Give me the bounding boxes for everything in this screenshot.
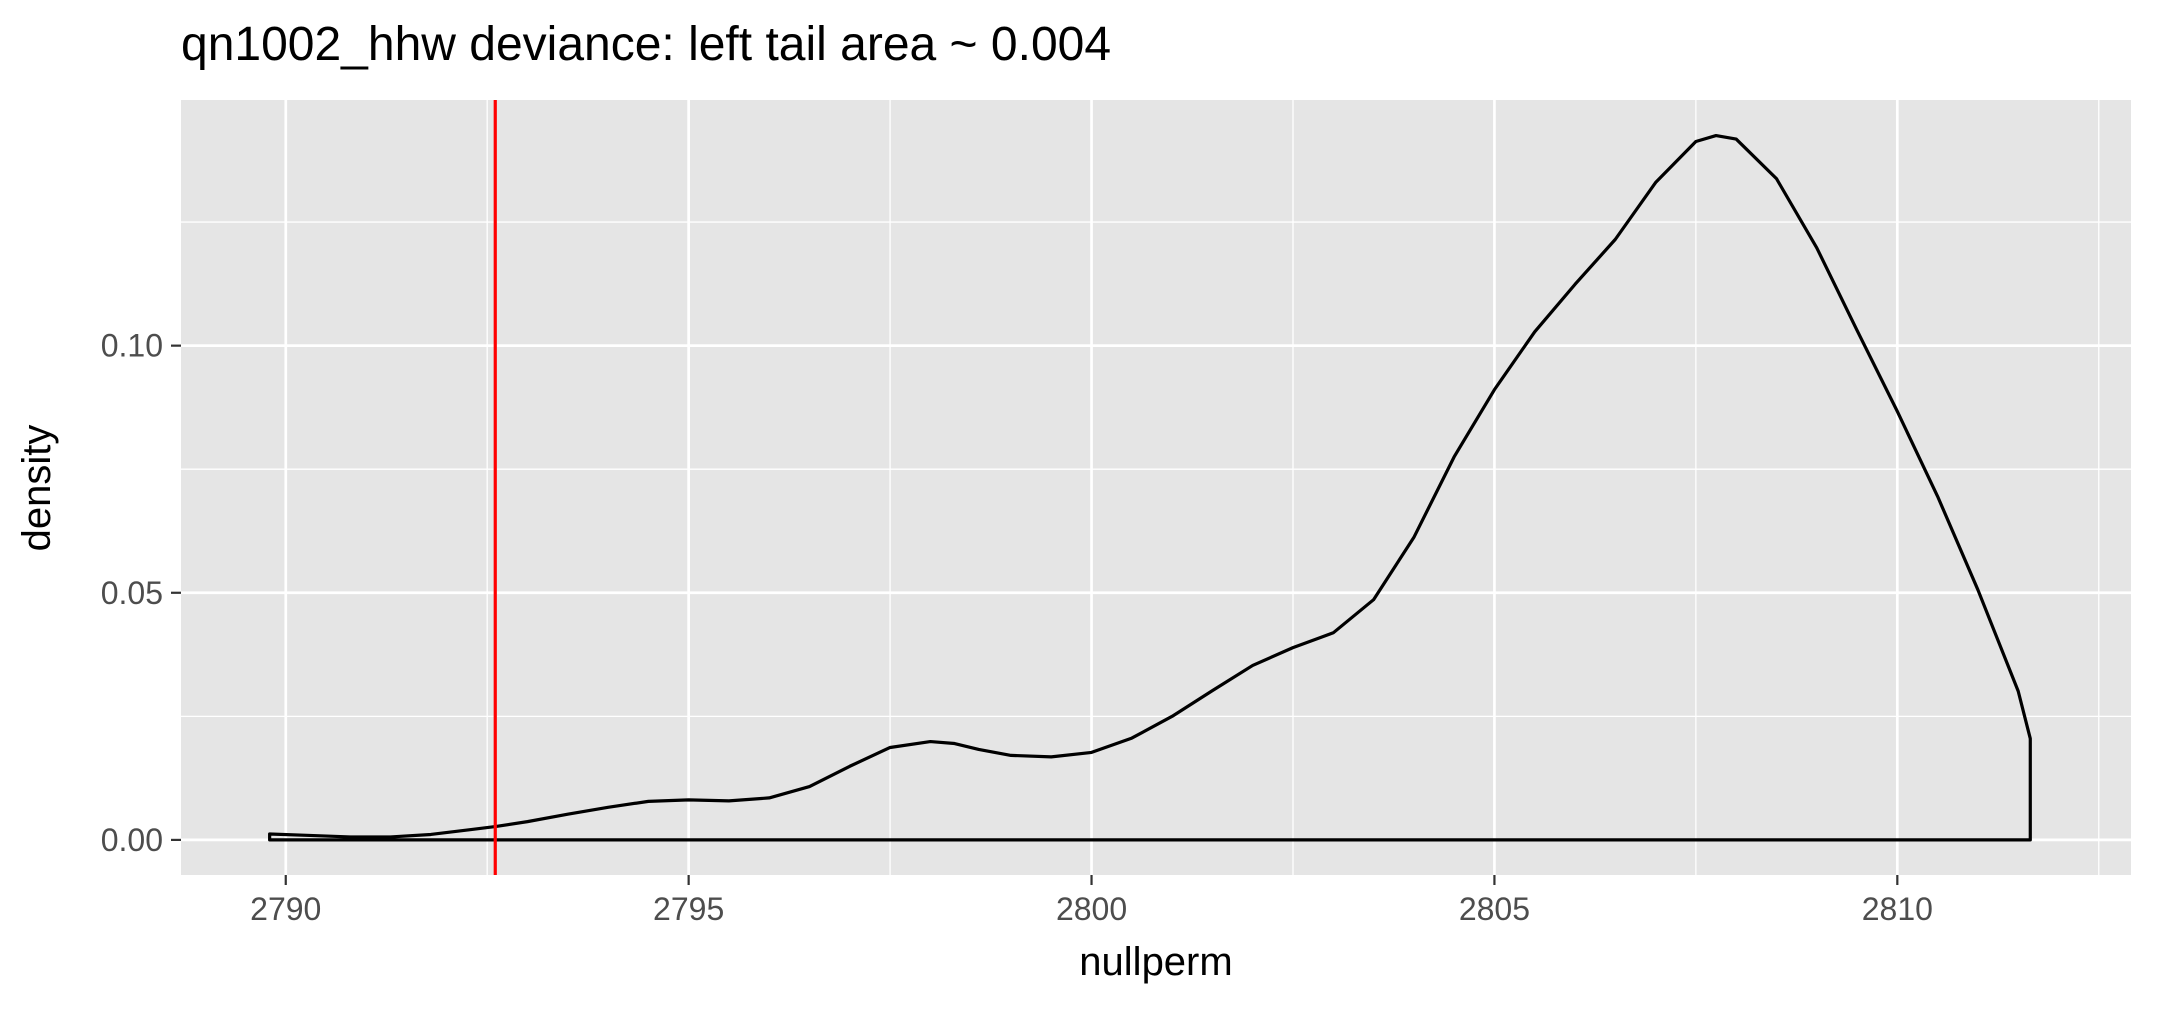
y-axis: 0.00 0.05 0.10 (101, 328, 181, 858)
y-tick-label: 0.00 (101, 822, 163, 858)
x-axis: 2790 2795 2800 2805 2810 (250, 875, 1933, 927)
y-axis-title: density (15, 425, 59, 552)
x-tick-label: 2800 (1056, 891, 1127, 927)
chart-marks (268, 100, 2032, 875)
y-tick-label: 0.10 (101, 328, 163, 364)
y-tick-label: 0.05 (101, 575, 163, 611)
x-tick-label: 2810 (1862, 891, 1933, 927)
density-curve (268, 133, 2032, 842)
x-tick-label: 2805 (1459, 891, 1530, 927)
x-axis-title: nullperm (1079, 940, 1232, 984)
plot-panel (181, 100, 2131, 875)
minor-gridlines (181, 100, 2131, 875)
x-tick-label: 2790 (250, 891, 321, 927)
chart-title: qn1002_hhw deviance: left tail area ~ 0.… (181, 18, 1111, 71)
x-tick-label: 2795 (653, 891, 724, 927)
